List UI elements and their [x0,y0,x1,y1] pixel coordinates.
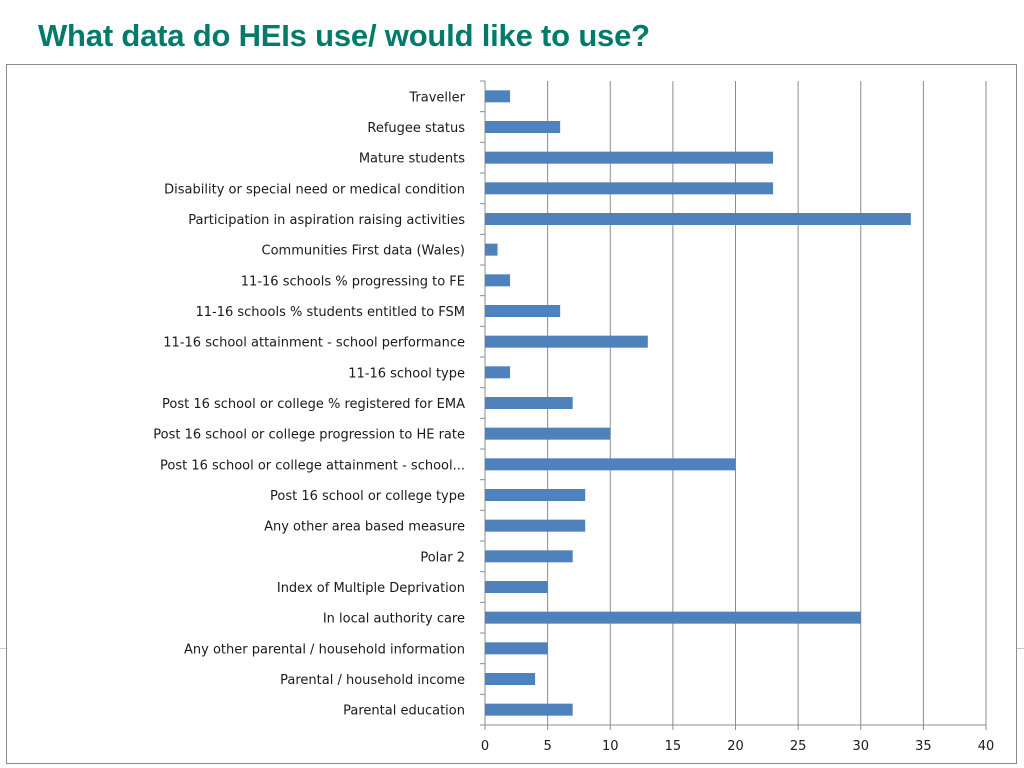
bar [485,611,861,624]
x-tick-label: 35 [915,739,932,754]
bar [485,274,511,287]
x-tick-label: 15 [665,739,682,754]
bar [485,550,573,563]
category-label: Refugee status [367,121,465,136]
category-label: Post 16 school or college type [270,489,465,504]
bar [485,519,586,532]
x-tick-label: 20 [727,739,744,754]
bar [485,458,736,471]
category-label: 11-16 school type [348,366,465,381]
x-tick-label: 25 [790,739,807,754]
category-label: Post 16 school or college attainment - s… [160,458,465,473]
category-label: In local authority care [323,612,465,627]
x-tick-label: 40 [978,739,995,754]
category-label: Index of Multiple Deprivation [277,581,465,596]
bar [485,427,611,440]
bar [485,243,498,256]
category-label: 11-16 school attainment - school perform… [163,336,465,351]
category-label: Disability or special need or medical co… [164,182,465,197]
category-label: 11-16 schools % students entitled to FSM [195,305,465,320]
category-label: 11-16 schools % progressing to FE [241,274,465,289]
bar [485,335,648,348]
x-tick-label: 30 [852,739,869,754]
bar [485,642,548,655]
chart-frame: Traveller Refugee status Mature students Di… [6,64,1017,764]
category-label: Post 16 school or college progression to… [153,428,465,443]
category-label: Communities First data (Wales) [262,244,465,259]
bar [485,673,536,685]
bar [485,703,573,716]
category-label: Participation in aspiration raising acti… [188,213,465,228]
slide-title: What data do HEIs use/ would like to use… [38,18,650,53]
bar [485,213,911,225]
category-label: Parental education [343,704,465,719]
bar [485,90,511,103]
category-label: Any other area based measure [264,520,465,535]
x-tick-label: 5 [543,739,551,754]
right-edge-rule [1014,648,1024,649]
bar [485,305,561,317]
category-label: Post 16 school or college % registered f… [162,397,465,412]
category-label: Any other parental / household informati… [184,642,465,657]
category-label: Parental / household income [280,673,465,688]
x-tick-label: 0 [481,739,489,754]
left-edge-rule [0,648,10,649]
category-label: Traveller [408,90,465,105]
x-tick-label: 10 [602,739,619,754]
bar [485,182,774,195]
bar [485,366,511,379]
bar [485,151,774,164]
bar [485,397,573,409]
bar [485,121,561,133]
bar [485,489,586,501]
category-label: Polar 2 [420,550,465,565]
category-label: Mature students [359,152,465,167]
bar [485,581,548,593]
bar-chart: Traveller Refugee status Mature students Di… [153,80,995,754]
